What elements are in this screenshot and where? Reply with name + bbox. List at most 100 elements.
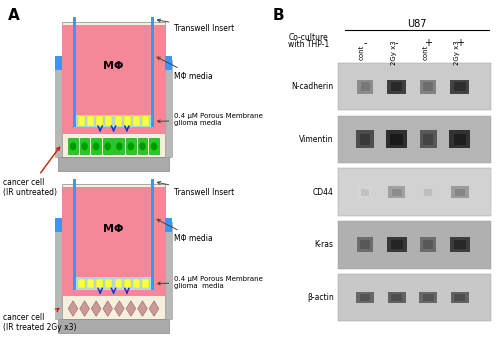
Bar bbox=[420, 79, 436, 94]
Bar bbox=[391, 189, 402, 196]
Bar bbox=[133, 279, 140, 288]
Bar bbox=[96, 279, 103, 288]
Bar bbox=[56, 60, 61, 157]
Bar bbox=[338, 116, 492, 163]
Bar bbox=[360, 134, 371, 145]
Bar bbox=[450, 237, 470, 252]
Bar bbox=[424, 82, 433, 91]
Bar bbox=[422, 186, 435, 198]
Bar bbox=[151, 17, 154, 127]
Bar bbox=[73, 179, 76, 290]
Text: 0.4 μM Porous Membrane
glioma media: 0.4 μM Porous Membrane glioma media bbox=[157, 114, 263, 126]
Bar bbox=[454, 294, 465, 301]
Bar bbox=[420, 292, 437, 303]
Bar bbox=[137, 138, 147, 154]
Polygon shape bbox=[80, 301, 89, 316]
Bar bbox=[338, 63, 492, 111]
Bar bbox=[55, 218, 62, 232]
Bar bbox=[151, 179, 154, 290]
Text: +: + bbox=[456, 38, 464, 48]
Bar bbox=[424, 240, 433, 249]
Text: Vimentin: Vimentin bbox=[299, 135, 333, 144]
Bar bbox=[115, 279, 122, 288]
Bar bbox=[73, 17, 76, 127]
Bar bbox=[166, 60, 172, 157]
Polygon shape bbox=[149, 301, 159, 316]
Text: 2Gy x3: 2Gy x3 bbox=[391, 40, 397, 65]
Text: B: B bbox=[273, 8, 284, 23]
Text: Transwell Insert: Transwell Insert bbox=[157, 182, 235, 197]
Bar bbox=[424, 189, 433, 196]
Bar bbox=[449, 130, 470, 148]
Text: A: A bbox=[8, 8, 20, 23]
Bar bbox=[87, 279, 94, 288]
Text: cancer cell
(IR untreated): cancer cell (IR untreated) bbox=[2, 147, 60, 197]
Text: 0.4 μM Porous Membrane
glioma  media: 0.4 μM Porous Membrane glioma media bbox=[157, 276, 263, 289]
Bar bbox=[454, 240, 466, 249]
Text: +: + bbox=[424, 38, 433, 48]
Bar bbox=[454, 82, 466, 91]
Bar bbox=[115, 138, 124, 154]
Bar bbox=[55, 56, 62, 70]
Bar bbox=[56, 222, 61, 319]
Bar bbox=[361, 189, 369, 196]
Text: 2Gy x3: 2Gy x3 bbox=[454, 40, 460, 65]
Bar bbox=[390, 134, 403, 145]
Bar bbox=[78, 117, 85, 126]
Bar bbox=[115, 117, 122, 126]
Bar bbox=[96, 117, 103, 126]
Polygon shape bbox=[91, 301, 101, 316]
Bar bbox=[391, 82, 402, 91]
Bar bbox=[359, 186, 372, 198]
Text: cont: cont bbox=[359, 45, 365, 60]
Bar bbox=[106, 279, 113, 288]
Text: cont: cont bbox=[422, 45, 428, 60]
Bar bbox=[360, 294, 371, 301]
Bar bbox=[80, 138, 89, 154]
Bar bbox=[338, 168, 492, 216]
Circle shape bbox=[70, 142, 76, 150]
Bar bbox=[165, 56, 173, 70]
Bar bbox=[358, 79, 373, 94]
Bar bbox=[142, 117, 149, 126]
Text: Transwell Insert: Transwell Insert bbox=[157, 19, 235, 33]
Bar bbox=[455, 189, 465, 196]
Bar bbox=[76, 115, 151, 127]
Bar bbox=[62, 187, 165, 296]
Bar bbox=[453, 134, 466, 145]
Bar bbox=[142, 279, 149, 288]
Bar bbox=[391, 294, 402, 301]
Text: MΦ: MΦ bbox=[103, 223, 124, 234]
Circle shape bbox=[93, 142, 99, 150]
Polygon shape bbox=[115, 301, 124, 316]
Circle shape bbox=[116, 142, 123, 150]
Circle shape bbox=[105, 142, 111, 150]
Bar bbox=[388, 186, 405, 198]
Polygon shape bbox=[68, 301, 78, 316]
Circle shape bbox=[139, 142, 146, 150]
Bar bbox=[87, 117, 94, 126]
Bar bbox=[58, 157, 169, 171]
Circle shape bbox=[151, 142, 157, 150]
Bar bbox=[423, 294, 434, 301]
Bar bbox=[420, 130, 437, 148]
Bar bbox=[386, 130, 407, 148]
Bar bbox=[387, 79, 406, 94]
Bar bbox=[357, 292, 374, 303]
Polygon shape bbox=[103, 301, 113, 316]
Bar bbox=[360, 240, 370, 249]
Bar bbox=[391, 240, 403, 249]
Text: MΦ media: MΦ media bbox=[157, 219, 213, 243]
Text: MΦ: MΦ bbox=[103, 61, 124, 71]
Bar bbox=[451, 186, 469, 198]
Bar bbox=[126, 138, 136, 154]
Text: N-cadherin: N-cadherin bbox=[291, 82, 333, 91]
Text: Co-culture: Co-culture bbox=[288, 33, 328, 42]
Text: β-actin: β-actin bbox=[307, 293, 333, 302]
Bar bbox=[103, 138, 113, 154]
Text: -: - bbox=[364, 38, 367, 48]
Bar bbox=[420, 237, 436, 252]
Bar bbox=[62, 25, 165, 134]
Text: cancer cell
(IR treated 2Gy x3): cancer cell (IR treated 2Gy x3) bbox=[2, 308, 76, 333]
Bar bbox=[78, 279, 85, 288]
